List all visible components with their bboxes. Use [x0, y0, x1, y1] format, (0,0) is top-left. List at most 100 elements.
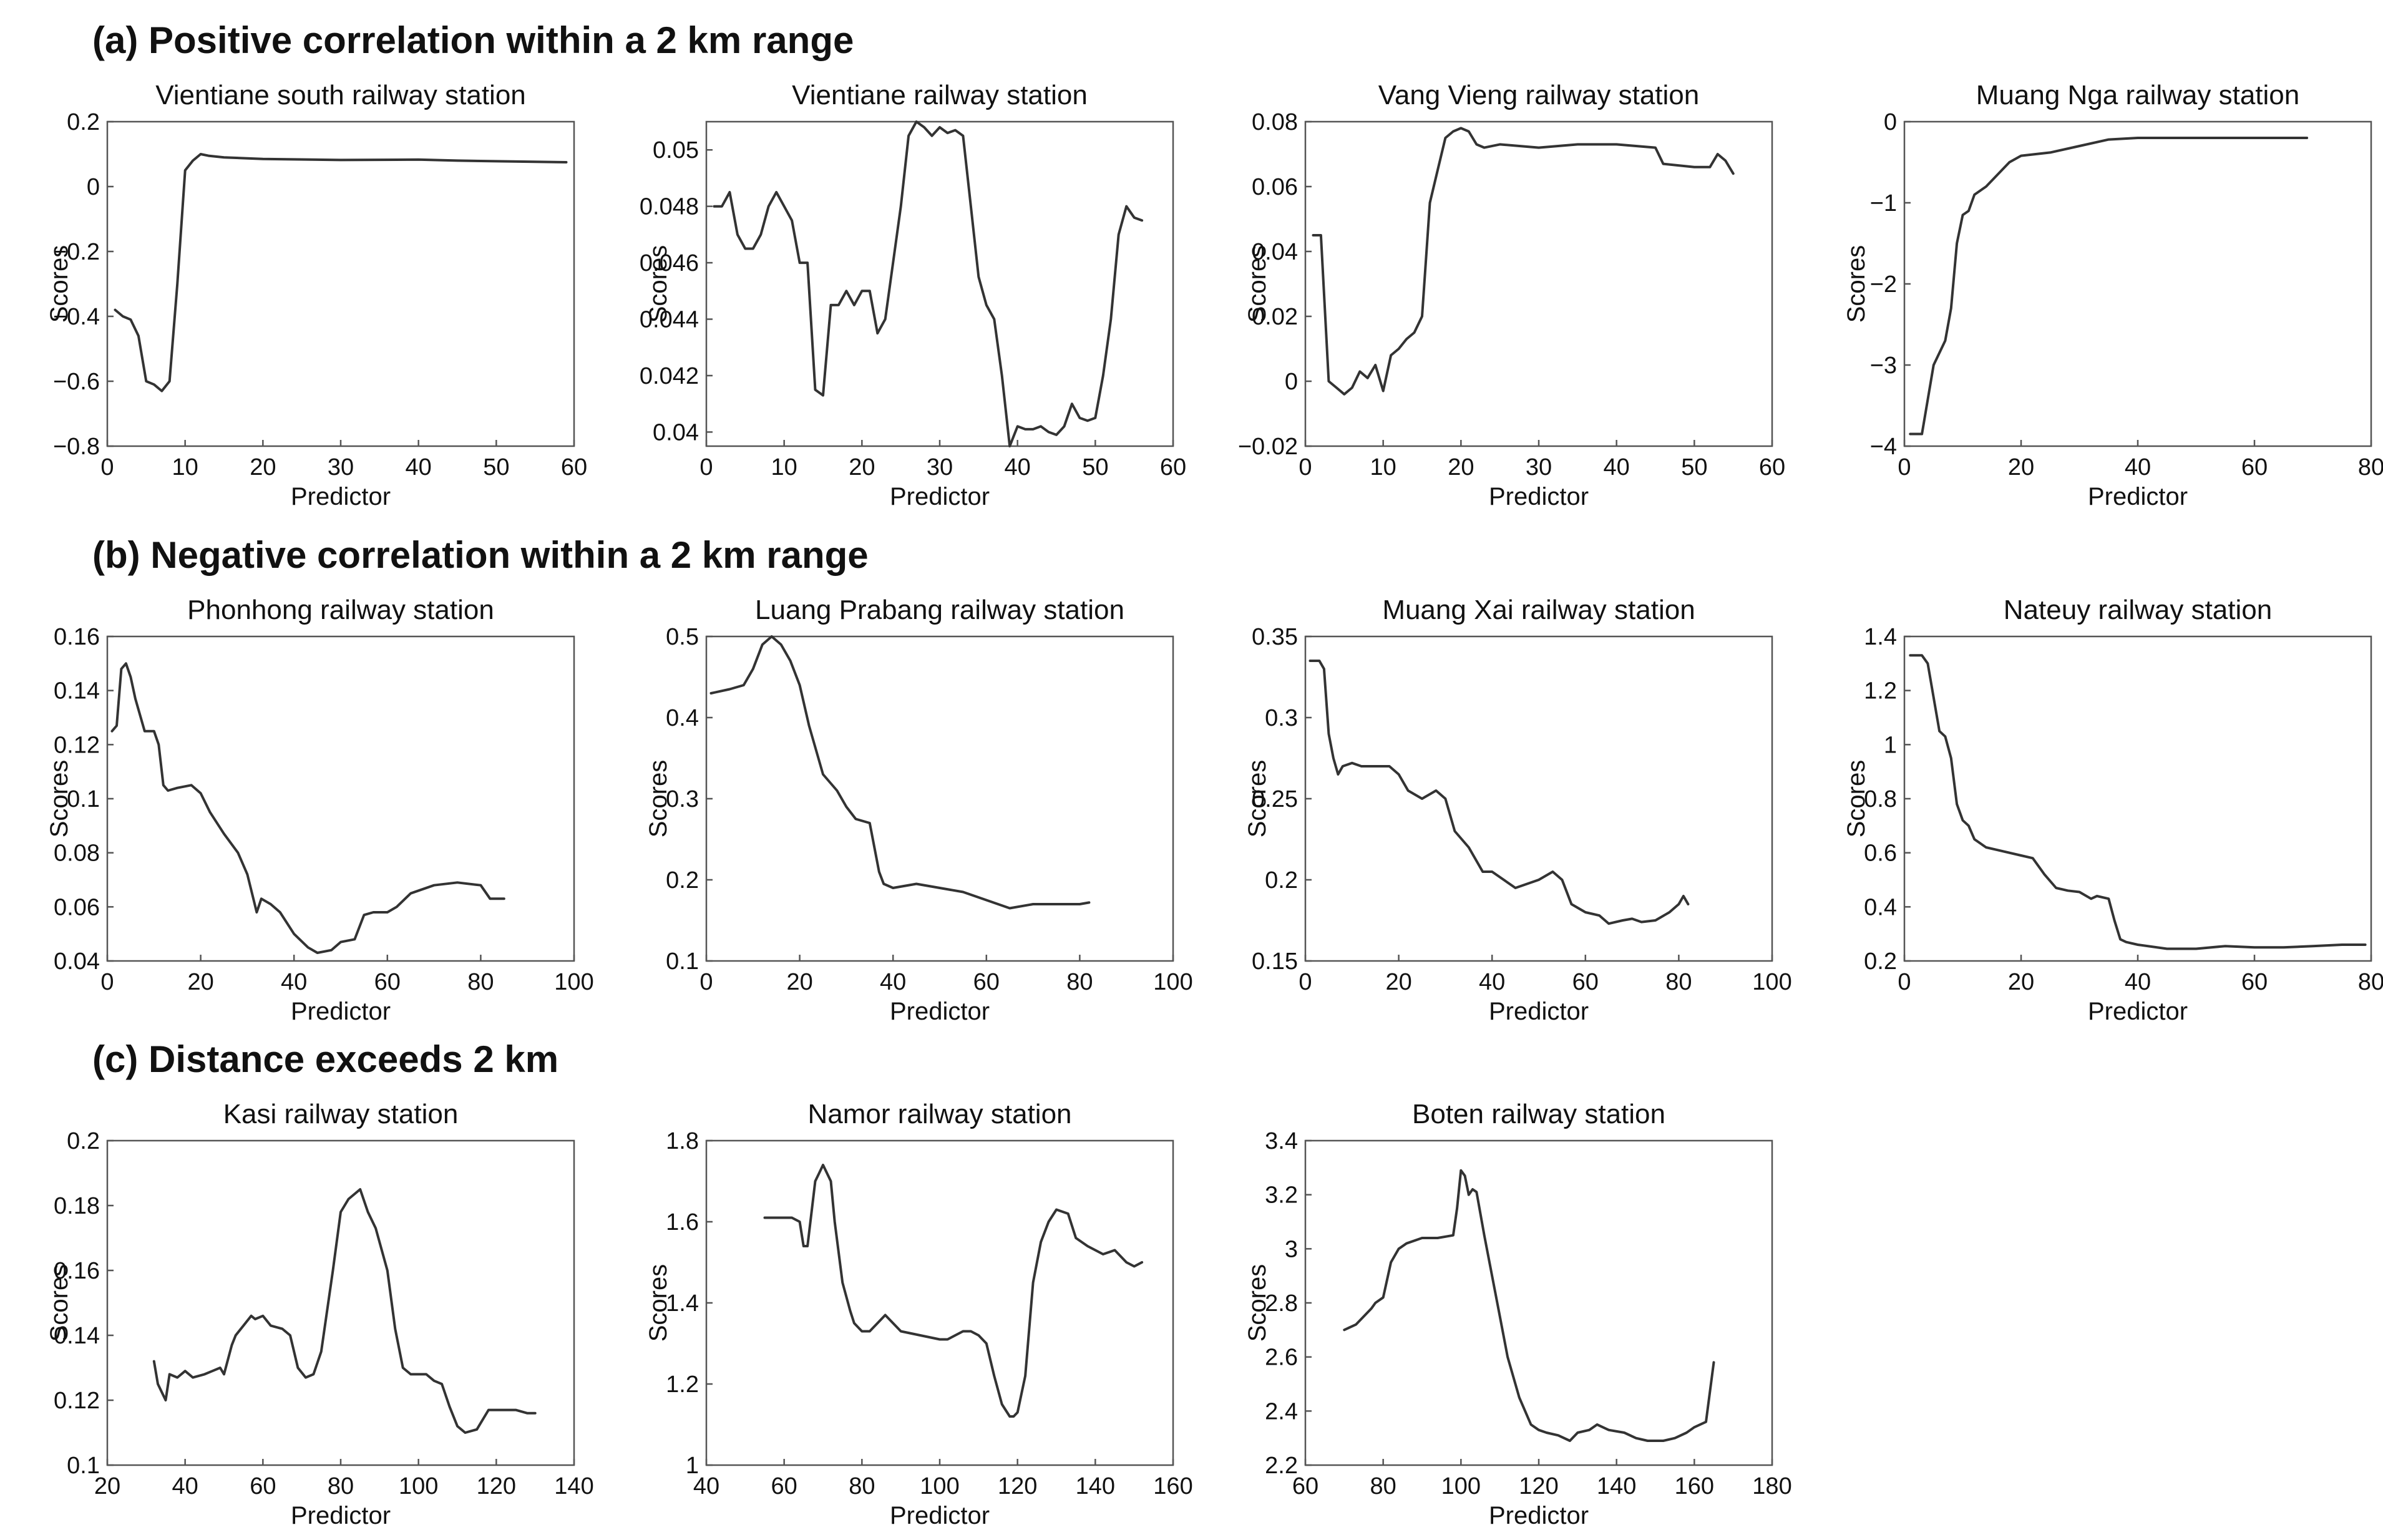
x-tick-label: 0: [699, 969, 713, 995]
plot-frame: [106, 635, 575, 962]
y-tick-label: 0.1: [666, 948, 699, 975]
x-tick-label: 20: [786, 969, 812, 995]
y-tick-label: −0.8: [53, 434, 100, 460]
x-tick-label: 40: [2125, 969, 2151, 995]
y-tick-label: 0.5: [666, 624, 699, 650]
x-tick-label: 60: [1572, 969, 1599, 995]
plot-frame: [1304, 120, 1773, 447]
x-tick-label: 20: [1448, 454, 1474, 480]
chart-svg: Kasi railway station 20 40 60 80 100 120 140 0.1…: [46, 1099, 594, 1529]
x-tick-label: 60: [1759, 454, 1785, 480]
y-axis-label: Scores: [1843, 245, 1870, 323]
y-tick-label: 0.12: [54, 1388, 100, 1414]
x-tick-label: 0: [1898, 454, 1911, 480]
y-axis-label: Scores: [1244, 760, 1271, 838]
y-tick-label: 0.8: [1864, 786, 1897, 812]
series-line: [713, 120, 1144, 447]
chart-namor: Namor railway station 40 60 80 100 120 140 160 1…: [599, 1091, 1198, 1540]
y-tick-label: 0.18: [54, 1193, 100, 1219]
y-tick-label: 0.4: [1864, 894, 1897, 920]
x-tick-label: 0: [699, 454, 713, 480]
plot-frame: [705, 120, 1174, 447]
x-axis-label: Predictor: [890, 483, 990, 510]
x-tick-label: 140: [1076, 1473, 1115, 1499]
series-line: [152, 1188, 537, 1434]
plot-frame: [1903, 120, 2372, 447]
section-heading-b: (b) Negative correlation within a 2 km r…: [92, 534, 869, 576]
x-tick-label: 20: [2008, 969, 2034, 995]
y-axis-label: Scores: [1843, 760, 1870, 838]
y-tick-label: 0.044: [640, 307, 699, 333]
x-tick-label: 0: [1898, 969, 1911, 995]
x-tick-label: 100: [920, 1473, 959, 1499]
y-tick-label: 0.14: [54, 1323, 100, 1349]
chart-title: Vientiane railway station: [792, 80, 1088, 110]
y-tick-label: 0.2: [1265, 867, 1298, 894]
series-line: [1909, 137, 2309, 436]
x-tick-label: 160: [1675, 1473, 1714, 1499]
chart-svg: Muang Nga railway station 0 20 40 60 80 −4 −3 −2…: [1843, 80, 2383, 510]
x-tick-label: 20: [849, 454, 875, 480]
y-tick-label: 0.2: [67, 109, 100, 135]
y-axis-label: Scores: [1244, 1264, 1271, 1342]
chart-svg: Namor railway station 40 60 80 100 120 140 160 1…: [645, 1099, 1193, 1529]
x-tick-label: 0: [100, 454, 114, 480]
x-tick-label: 100: [1752, 969, 1791, 995]
y-tick-label: 0.35: [1252, 624, 1298, 650]
y-axis-label: Scores: [645, 1264, 672, 1342]
y-tick-label: 0.04: [1252, 239, 1298, 265]
x-tick-label: 120: [477, 1473, 516, 1499]
x-tick-label: 180: [1752, 1473, 1791, 1499]
chart-vientiane-south: Vientiane south railway station 0 10 20 30 40…: [0, 72, 599, 521]
x-tick-label: 80: [1370, 1473, 1396, 1499]
section-heading-c: (c) Distance exceeds 2 km: [92, 1038, 559, 1080]
x-tick-label: 100: [554, 969, 593, 995]
y-tick-label: 1.4: [1864, 624, 1897, 650]
x-tick-label: 100: [1441, 1473, 1481, 1499]
x-tick-label: 0: [1299, 454, 1312, 480]
x-tick-label: 10: [771, 454, 797, 480]
y-tick-label: −2: [1870, 271, 1897, 298]
y-tick-label: 0.3: [1265, 705, 1298, 731]
plot-frame: [106, 1139, 575, 1466]
y-tick-label: 3: [1285, 1236, 1298, 1262]
x-tick-label: 30: [328, 454, 354, 480]
y-tick-label: 2.6: [1265, 1345, 1298, 1371]
y-axis-label: Scores: [46, 760, 73, 838]
y-tick-label: 0.08: [1252, 109, 1298, 135]
y-tick-label: −3: [1870, 353, 1897, 379]
y-tick-label: 3.4: [1265, 1128, 1298, 1154]
y-tick-label: 0.04: [54, 948, 100, 975]
series-line: [1343, 1169, 1715, 1442]
chart-phonhong: Phonhong railway station 0 20 40 60 80 100 0.04…: [0, 587, 599, 1036]
chart-muang-nga: Muang Nga railway station 0 20 40 60 80 −4 −3 −2…: [1797, 72, 2383, 521]
x-tick-label: 20: [250, 454, 276, 480]
series-line: [1909, 654, 2367, 950]
chart-svg: Phonhong railway station 0 20 40 60 80 100 0.04…: [46, 595, 594, 1025]
x-tick-label: 20: [2008, 454, 2034, 480]
y-tick-label: −4: [1870, 434, 1897, 460]
y-tick-label: 0: [1285, 369, 1298, 395]
x-tick-label: 80: [2358, 454, 2383, 480]
x-tick-label: 20: [94, 1473, 120, 1499]
chart-kasi: Kasi railway station 20 40 60 80 100 120 140 0.1…: [0, 1091, 599, 1540]
chart-svg: Boten railway station 60 80 100 120 140 160 180…: [1244, 1099, 1792, 1529]
y-tick-label: 0.1: [67, 786, 100, 812]
chart-title: Muang Nga railway station: [1976, 80, 2299, 110]
y-tick-label: 0.2: [1864, 948, 1897, 975]
chart-svg: Nateuy railway station 0 20 40 60 80 0.2 0.4 0.6…: [1843, 595, 2383, 1025]
y-axis-label: Scores: [46, 1264, 73, 1342]
plot-frame: [705, 635, 1174, 962]
x-tick-label: 40: [1479, 969, 1505, 995]
y-tick-label: 2.4: [1265, 1398, 1298, 1425]
y-tick-label: 0.16: [54, 1258, 100, 1284]
series-line: [110, 662, 505, 954]
x-tick-label: 0: [1299, 969, 1312, 995]
x-tick-label: 40: [406, 454, 432, 480]
y-tick-label: 0: [87, 174, 100, 200]
x-tick-label: 80: [467, 969, 494, 995]
x-tick-label: 100: [399, 1473, 438, 1499]
y-tick-label: 0.2: [67, 1128, 100, 1154]
series-line: [1312, 127, 1735, 396]
y-tick-label: 3.2: [1265, 1182, 1298, 1209]
